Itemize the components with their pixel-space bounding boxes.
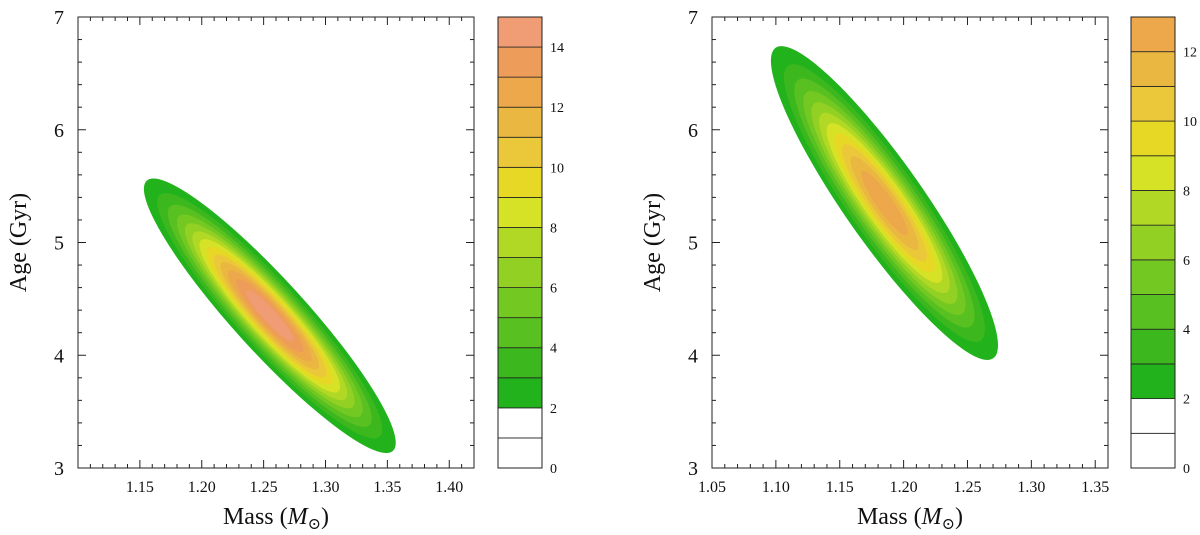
- colorbar-segment: [1130, 120, 1176, 157]
- colorbar-tick-label: 6: [1183, 254, 1190, 269]
- y-tick-label: 7: [54, 7, 64, 29]
- colorbar-segment: [497, 317, 543, 349]
- colorbar-segment: [1130, 328, 1176, 365]
- colorbar-tick-label: 4: [1183, 323, 1190, 338]
- colorbar-segment: [1130, 224, 1176, 261]
- y-tick-label: 4: [688, 345, 698, 367]
- colorbar-segment: [497, 106, 543, 138]
- colorbar-tick-label: 0: [1183, 462, 1190, 477]
- x-tick-label: 1.15: [826, 479, 854, 496]
- colorbar-tick-label: 2: [1183, 393, 1190, 408]
- colorbar-tick-label: 0: [550, 462, 557, 477]
- colorbar-tick-label: 6: [550, 282, 557, 297]
- contour-fill: [770, 46, 999, 360]
- plot-frame: [77, 16, 475, 469]
- colorbar-segment: [1130, 85, 1176, 122]
- colorbar-segment: [497, 377, 543, 409]
- x-tick-label: 1.35: [373, 479, 401, 496]
- panel-left: 1.15 1.20 1.25 1.30 1.35 1.40 3 4 5 6 7 Mass (M⊙) Ag…: [6, 7, 564, 533]
- colorbar-segment: [1130, 51, 1176, 87]
- x-tick-label: 1.35: [1081, 479, 1109, 496]
- contour-level-14: [246, 290, 294, 342]
- colorbar-tick-label: 8: [1183, 184, 1190, 199]
- colorbar-tick-label: 12: [550, 101, 564, 116]
- panel-right: 1.05 1.10 1.15 1.20 1.25 1.30 1.35 3 4 5 6 7 Mass (M…: [640, 7, 1197, 533]
- colorbar: 0 2 4 6 8 10 12: [1130, 16, 1197, 477]
- colorbar-segment: [497, 16, 543, 48]
- x-tick-label: 1.15: [126, 479, 154, 496]
- colorbar-segment: [1130, 190, 1176, 226]
- colorbar-frame: [497, 16, 543, 469]
- colorbar-tick-label: 14: [550, 41, 564, 56]
- colorbar-tick-label: 2: [550, 402, 557, 417]
- y-tick-label: 5: [688, 233, 698, 255]
- colorbar-tick-label: 10: [550, 161, 564, 176]
- y-axis-label: Age (Gyr): [640, 193, 666, 292]
- y-tick-label: 5: [54, 233, 64, 255]
- colorbar-tick-label: 4: [550, 342, 557, 357]
- x-tick-label: 1.10: [762, 479, 790, 496]
- colorbar-segment: [497, 76, 543, 108]
- x-tick-label: 1.25: [250, 479, 278, 496]
- colorbar-segment: [1130, 16, 1176, 53]
- x-tick-label: 1.40: [435, 479, 463, 496]
- x-axis-label: Mass (M⊙): [857, 504, 963, 533]
- colorbar-segment: [497, 437, 543, 469]
- colorbar-segment: [497, 196, 543, 228]
- x-tick-label: 1.20: [890, 479, 918, 496]
- x-tick-label: 1.20: [188, 479, 216, 496]
- colorbar-segment: [497, 166, 543, 198]
- y-tick-label: 6: [688, 120, 698, 142]
- colorbar: 0 2 4 6 8 10 12 14: [497, 16, 564, 477]
- y-tick-label: 6: [54, 120, 64, 142]
- y-tick-label: 4: [54, 345, 64, 367]
- y-tick-label: 3: [688, 458, 698, 480]
- colorbar-segment: [1130, 294, 1176, 330]
- contour-fill: [143, 178, 396, 454]
- contour-level-12: [860, 170, 908, 236]
- y-tick-label: 3: [54, 458, 64, 480]
- colorbar-segment: [497, 136, 543, 168]
- colorbar-tick-label: 8: [550, 221, 557, 236]
- x-tick-label: 1.30: [1017, 479, 1045, 496]
- colorbar-segment: [497, 287, 543, 319]
- colorbar-segment: [1130, 259, 1176, 295]
- colorbar-segment: [1130, 363, 1176, 400]
- y-tick-label: 7: [688, 7, 698, 29]
- x-tick-label: 1.05: [698, 479, 726, 496]
- colorbar-segment: [497, 347, 543, 379]
- colorbar-frame: [1130, 16, 1176, 469]
- colorbar-segment: [1130, 155, 1176, 191]
- colorbar-tick-label: 12: [1183, 46, 1197, 61]
- y-axis-label: Age (Gyr): [6, 193, 32, 292]
- colorbar-segment: [497, 257, 543, 288]
- colorbar-segment: [497, 46, 543, 78]
- x-tick-label: 1.25: [953, 479, 981, 496]
- colorbar-segment: [497, 227, 543, 258]
- x-tick-label: 1.30: [312, 479, 340, 496]
- colorbar-segment: [1130, 432, 1176, 469]
- colorbar-tick-label: 10: [1183, 115, 1197, 130]
- colorbar-segment: [497, 407, 543, 439]
- x-axis-label: Mass (M⊙): [223, 504, 329, 533]
- colorbar-segment: [1130, 398, 1176, 434]
